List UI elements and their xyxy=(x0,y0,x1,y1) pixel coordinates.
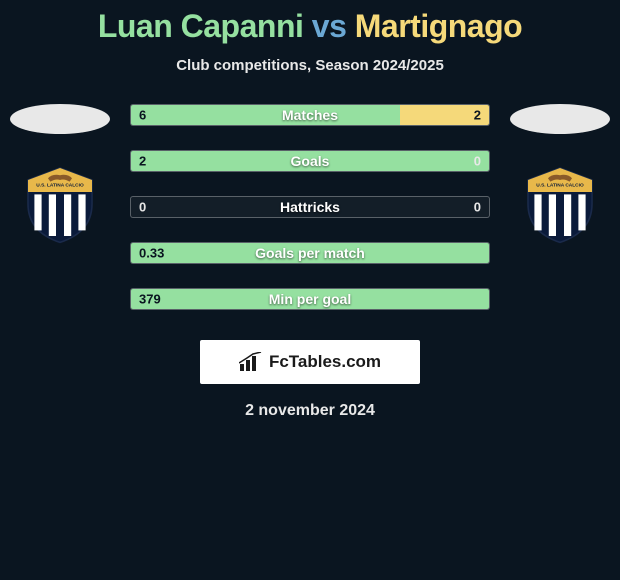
shield-icon: U.S. LATINA CALCIO xyxy=(520,164,600,244)
player1-crest: U.S. LATINA CALCIO xyxy=(20,164,100,244)
brand-text: FcTables.com xyxy=(269,352,381,372)
stat-row: Hattricks 0 0 xyxy=(130,196,490,218)
stat-value-right: 0 xyxy=(474,154,481,169)
main-layout: U.S. LATINA CALCIO Matches62Goals20Hattr… xyxy=(0,104,620,310)
player2-crest: U.S. LATINA CALCIO xyxy=(520,164,600,244)
stat-label: Hattricks xyxy=(280,199,340,215)
player2-photo xyxy=(510,104,610,134)
stat-value-right: 2 xyxy=(474,108,481,123)
stat-row: Goals per match 0.33 xyxy=(130,242,490,264)
stat-label: Min per goal xyxy=(269,291,351,307)
stat-row: Min per goal 379 xyxy=(130,288,490,310)
stat-value-left: 0 xyxy=(139,200,146,215)
stat-value-left: 2 xyxy=(139,154,146,169)
brand-badge[interactable]: FcTables.com xyxy=(200,340,420,384)
stat-row: Matches 6 2 xyxy=(130,104,490,126)
date-label: 2 november 2024 xyxy=(0,402,620,420)
title-vs: vs xyxy=(312,8,347,44)
stat-label: Goals xyxy=(291,153,330,169)
stat-label: Goals per match xyxy=(255,245,365,261)
player2-name: Martignago xyxy=(355,8,522,44)
subtitle: Club competitions, Season 2024/2025 xyxy=(0,57,620,74)
svg-text:U.S. LATINA CALCIO: U.S. LATINA CALCIO xyxy=(36,182,84,188)
bar-chart-icon xyxy=(239,352,263,372)
stat-bar-left xyxy=(131,105,400,125)
stat-row: Goals 2 0 xyxy=(130,150,490,172)
stat-label: Matches xyxy=(282,107,338,123)
right-side: U.S. LATINA CALCIO xyxy=(510,104,610,244)
page-title: Luan Capanni vs Martignago xyxy=(0,8,620,45)
left-side: U.S. LATINA CALCIO xyxy=(10,104,110,244)
svg-text:U.S. LATINA CALCIO: U.S. LATINA CALCIO xyxy=(536,182,584,188)
shield-icon: U.S. LATINA CALCIO xyxy=(20,164,100,244)
stat-value-right: 0 xyxy=(474,200,481,215)
comparison-card: Luan Capanni vs Martignago Club competit… xyxy=(0,0,620,420)
stat-bars: Matches 6 2 Goals 2 0 Hattricks 0 0 Goals per mat… xyxy=(110,104,510,310)
stat-value-left: 0.33 xyxy=(139,246,164,261)
stat-value-left: 6 xyxy=(139,108,146,123)
player1-name: Luan Capanni xyxy=(98,8,304,44)
player1-photo xyxy=(10,104,110,134)
stat-value-left: 379 xyxy=(139,292,161,307)
